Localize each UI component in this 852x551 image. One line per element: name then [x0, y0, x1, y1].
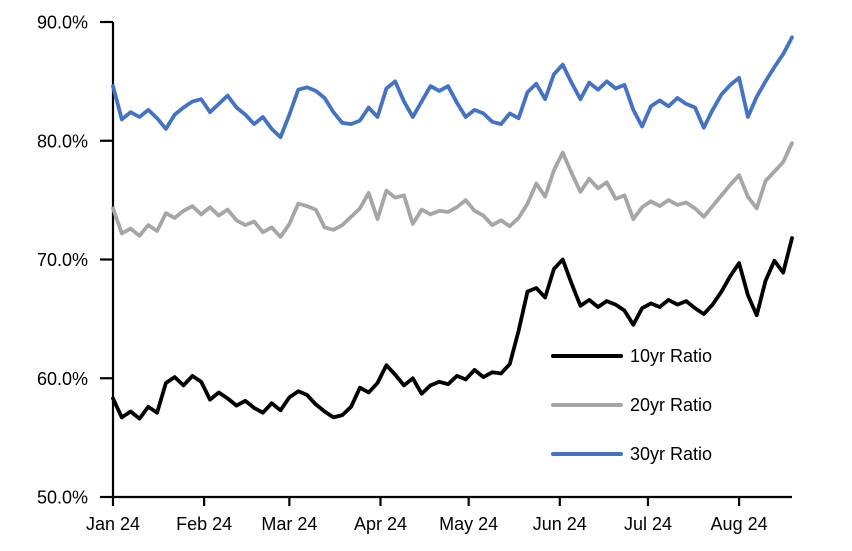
x-tick-label: Jul 24	[624, 514, 672, 534]
legend-item-20yr-ratio: 20yr Ratio	[551, 394, 712, 416]
legend-swatch-10yr-ratio	[551, 354, 623, 358]
y-tick-label: 80.0%	[37, 131, 88, 151]
legend-label-30yr-ratio: 30yr Ratio	[630, 443, 713, 464]
series-line-20yr-ratio	[111, 141, 794, 239]
legend-swatch-30yr-ratio	[551, 452, 623, 456]
y-tick-label: 90.0%	[37, 13, 88, 33]
x-tick-label: Jun 24	[533, 514, 587, 534]
legend-item-30yr-ratio: 30yr Ratio	[551, 443, 712, 465]
series-line-10yr-ratio	[111, 236, 794, 421]
x-tick-label: May 24	[439, 514, 498, 534]
x-tick-label: Feb 24	[176, 514, 232, 534]
x-tick-label: Apr 24	[354, 514, 407, 534]
x-tick-label: Aug 24	[711, 514, 768, 534]
legend-item-10yr-ratio: 10yr Ratio	[551, 345, 712, 367]
series-line-30yr-ratio	[111, 35, 794, 140]
x-tick-label: Mar 24	[261, 514, 317, 534]
y-tick-label: 60.0%	[37, 369, 88, 389]
y-tick-label: 50.0%	[37, 488, 88, 508]
legend-label-10yr-ratio: 10yr Ratio	[630, 345, 713, 366]
legend-label-20yr-ratio: 20yr Ratio	[630, 394, 713, 415]
legend-swatch-20yr-ratio	[551, 403, 623, 407]
x-tick-label: Jan 24	[86, 514, 140, 534]
y-tick-label: 70.0%	[37, 250, 88, 270]
legend: 10yr Ratio 20yr Ratio 30yr Ratio	[551, 345, 712, 465]
